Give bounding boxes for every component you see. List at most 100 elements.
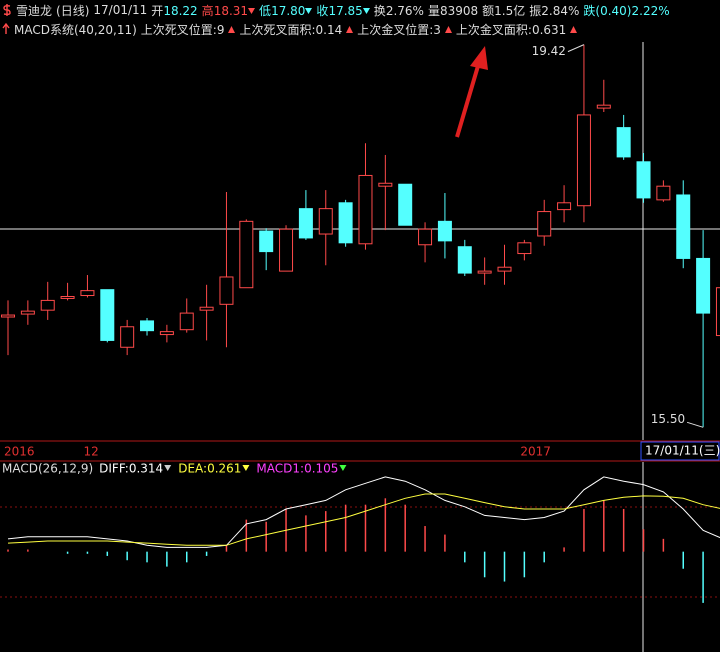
candle-body: [279, 228, 294, 272]
quote-item: 额1.5亿: [482, 2, 525, 19]
candle-body: [656, 185, 671, 201]
price-annotation: 19.42: [532, 44, 566, 58]
candle-body: [696, 257, 711, 314]
quote-value: 2.84%: [541, 3, 580, 18]
legend-icon: [242, 465, 250, 471]
cursor-date: 17/01/11(三): [645, 444, 720, 458]
up-icon: [444, 25, 452, 33]
candle-body: [20, 310, 35, 315]
candle-body: [179, 312, 194, 331]
quote-item: 开18.22: [151, 2, 197, 19]
quote-value: 2.76%: [385, 3, 424, 18]
indicator-item: 上次金叉位置:3: [357, 22, 441, 37]
candle-body: [418, 228, 433, 246]
quote-label: 额: [482, 3, 495, 18]
candle-body: [616, 127, 631, 158]
annotation-leader: [567, 44, 585, 53]
candle-body: [358, 174, 373, 245]
candle-body: [219, 276, 234, 305]
quote-label: 量: [427, 3, 440, 18]
x-tick-label: 2016: [4, 445, 35, 459]
candle-body: [298, 208, 313, 239]
quote-line: 雪迪龙 (日线) 17/01/11 开18.22 高18.31 低17.80 收…: [2, 1, 670, 19]
candle-body: [1, 314, 15, 318]
candle-body: [517, 242, 532, 255]
panel-title: MACD(26,12,9): [2, 462, 93, 476]
quote-label: 收: [316, 3, 329, 18]
macd-line: [7, 476, 720, 548]
candle-body: [715, 287, 720, 337]
date: 17/01/11: [93, 3, 148, 17]
candle-body: [457, 246, 472, 274]
candle-body: [100, 289, 115, 341]
quote-value: 18.31: [213, 3, 249, 18]
legend-entry: DEA:0.261: [178, 462, 241, 476]
candle-body: [596, 104, 611, 109]
x-tick-label: 12: [83, 445, 98, 459]
candle-body: [318, 208, 333, 235]
indicator-item: 上次死叉位置:9: [140, 22, 225, 37]
indicator-line: MACD系统(40,20,11) 上次死叉位置:9 上次死叉面积:0.14 上次金叉…: [2, 20, 578, 38]
quote-item: 高18.31: [201, 2, 256, 19]
quote-value: 18.22: [163, 3, 198, 18]
up-arrow-icon: [2, 23, 10, 34]
candle-body: [676, 194, 691, 259]
quote-value: 17.85: [328, 3, 363, 18]
quote-label: 振: [529, 3, 542, 18]
macd-line: [7, 493, 720, 546]
quote-value: 17.80: [271, 3, 306, 18]
quote-item: 低17.80: [259, 2, 313, 19]
candle-body: [239, 220, 254, 289]
stock-icon: [3, 4, 11, 16]
candle-body: [636, 161, 651, 199]
candle-body: [259, 230, 274, 253]
candle-body: [140, 320, 155, 332]
up-icon: [346, 25, 354, 33]
candle-body: [576, 114, 591, 207]
quote-value: 1.5亿: [494, 3, 526, 18]
candle-body: [120, 326, 135, 348]
quote-item: 振2.84%: [529, 2, 579, 19]
pointer-arrow-head: [470, 46, 488, 70]
down-icon: [305, 7, 313, 14]
candle-body: [537, 211, 552, 237]
candle-body: [338, 202, 353, 244]
candle-body: [60, 296, 75, 299]
up-icon: [228, 25, 236, 33]
up-icon: [570, 25, 578, 33]
quote-label: 高: [201, 3, 214, 18]
x-tick-label: 2017: [520, 445, 551, 459]
pointer-arrow: [455, 65, 480, 138]
legend-icon: [339, 465, 347, 471]
quote-label: 跌: [583, 3, 596, 18]
stock-name: 雪迪龙: [16, 3, 53, 18]
indicator-item: 上次死叉面积:0.14: [239, 22, 343, 37]
quote-label: 低: [259, 3, 272, 18]
candle-body: [398, 183, 413, 226]
quote-item: 换2.76%: [374, 2, 424, 19]
cursor-date-box: [640, 441, 720, 461]
indicator-name: MACD系统(40,20,11): [14, 22, 137, 37]
quote-item: 跌(0.40)2.22%: [583, 2, 669, 19]
candle-body: [80, 290, 95, 297]
down-icon: [362, 7, 370, 14]
candle-body: [199, 306, 214, 311]
legend-entry: MACD1:0.105: [256, 462, 338, 476]
candle-body: [378, 182, 393, 187]
candle-body: [477, 270, 492, 274]
candle-body: [159, 331, 174, 336]
period: (日线): [56, 3, 90, 18]
candle-body: [497, 266, 512, 272]
quote-label: 开: [151, 3, 164, 18]
quote-label: 换: [373, 3, 386, 18]
down-icon: [248, 7, 256, 14]
legend-entry: DIFF:0.314: [99, 462, 163, 476]
quote-item: 收17.85: [316, 2, 370, 19]
candle-body: [557, 202, 572, 211]
quote-item: 量83908: [428, 2, 478, 19]
candle-body: [437, 220, 452, 242]
candle-body: [40, 299, 55, 311]
quote-value: (0.40)2.22%: [595, 3, 670, 18]
